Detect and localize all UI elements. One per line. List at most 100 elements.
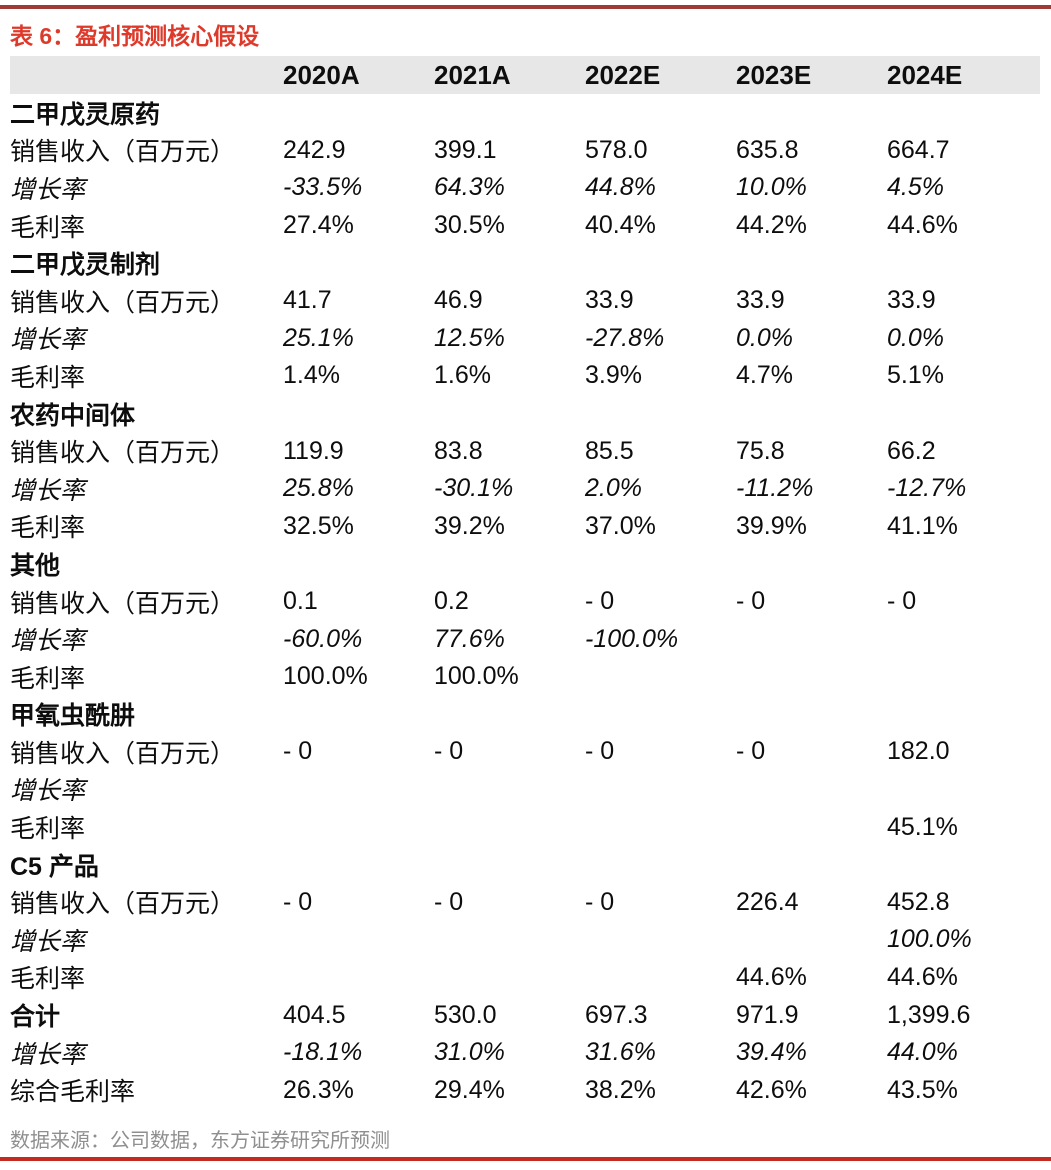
- row-label: 销售收入（百万元）: [10, 890, 236, 919]
- table-row-growth: 增长率 -33.5% 64.3% 44.8% 10.0% 4.5%: [10, 169, 1040, 207]
- cell: 3.9%: [585, 361, 642, 390]
- cell: 40.4%: [585, 211, 656, 240]
- row-label: 毛利率: [10, 213, 86, 242]
- section-label: 甲氧虫酰肼: [10, 702, 136, 731]
- table-row: 毛利率 44.6% 44.6%: [10, 959, 1040, 997]
- cell: -12.7%: [887, 474, 967, 503]
- row-label: 增长率: [10, 1040, 86, 1069]
- cell: - 0: [585, 587, 615, 616]
- cell: 75.8: [736, 436, 785, 465]
- cell: 39.4%: [736, 1038, 807, 1067]
- cell: 119.9: [283, 436, 344, 465]
- cell: 0.1: [283, 587, 318, 616]
- table-row: 毛利率 1.4% 1.6% 3.9% 4.7% 5.1%: [10, 357, 1040, 395]
- total-row: 合计 404.5 530.0 697.3 971.9 1,399.6: [10, 996, 1040, 1034]
- cell: 2.0%: [585, 474, 642, 503]
- section-row: 二甲戊灵原药: [10, 94, 1040, 132]
- cell: 12.5%: [434, 323, 505, 352]
- cell: 44.0%: [887, 1038, 958, 1067]
- cell: 39.9%: [736, 511, 807, 540]
- table-row-growth: 增长率: [10, 771, 1040, 809]
- row-label: 增长率: [10, 476, 86, 505]
- section-row: 其他: [10, 545, 1040, 583]
- table-title: 表 6：盈利预测核心假设: [10, 23, 260, 49]
- column-header-2021a: 2021A: [434, 59, 511, 90]
- table-row: 销售收入（百万元） 0.1 0.2 - 0 - 0 - 0: [10, 583, 1040, 621]
- cell: 44.6%: [736, 962, 807, 991]
- cell: 33.9: [887, 286, 936, 315]
- cell: 4.5%: [887, 173, 944, 202]
- cell: 32.5%: [283, 511, 354, 540]
- row-label: 毛利率: [10, 363, 86, 392]
- cell: 44.6%: [887, 962, 958, 991]
- cell: 4.7%: [736, 361, 793, 390]
- table-row-growth: 增长率 25.8% -30.1% 2.0% -11.2% -12.7%: [10, 470, 1040, 508]
- table-row: 销售收入（百万元） - 0 - 0 - 0 226.4 452.8: [10, 883, 1040, 921]
- cell: -100.0%: [585, 624, 679, 653]
- cell: 46.9: [434, 286, 483, 315]
- cell: 31.6%: [585, 1038, 656, 1067]
- table-row-growth: 增长率 -60.0% 77.6% -100.0%: [10, 620, 1040, 658]
- table-row: 销售收入（百万元） - 0 - 0 - 0 - 0 182.0: [10, 733, 1040, 771]
- cell: 64.3%: [434, 173, 505, 202]
- row-label: 增长率: [10, 175, 86, 204]
- row-label: 增长率: [10, 627, 86, 656]
- cell: 404.5: [283, 1000, 346, 1029]
- table-row-growth: 增长率 100.0%: [10, 921, 1040, 959]
- bottom-rule: [0, 1157, 1051, 1161]
- forecast-assumptions-table: 2020A 2021A 2022E 2023E 2024E 二甲戊灵原药 销售收…: [10, 56, 1040, 1109]
- cell: 25.1%: [283, 323, 354, 352]
- table-row: 毛利率 100.0% 100.0%: [10, 658, 1040, 696]
- table-row: 毛利率 45.1%: [10, 808, 1040, 846]
- column-header-2020a: 2020A: [283, 59, 360, 90]
- table-row-growth: 增长率 25.1% 12.5% -27.8% 0.0% 0.0%: [10, 320, 1040, 358]
- cell: -27.8%: [585, 323, 665, 352]
- cell: - 0: [283, 887, 313, 916]
- cell: 100.0%: [283, 662, 368, 691]
- cell: 42.6%: [736, 1075, 807, 1104]
- cell: 26.3%: [283, 1075, 354, 1104]
- cell: 226.4: [736, 887, 799, 916]
- section-row: 农药中间体: [10, 395, 1040, 433]
- total-label: 合计: [10, 1003, 61, 1032]
- row-label: 销售收入（百万元）: [10, 138, 236, 167]
- table-row: 销售收入（百万元） 41.7 46.9 33.9 33.9 33.9: [10, 282, 1040, 320]
- cell: - 0: [887, 587, 917, 616]
- cell: 971.9: [736, 1000, 799, 1029]
- row-label: 毛利率: [10, 965, 86, 994]
- cell: 0.0%: [736, 323, 793, 352]
- cell: 43.5%: [887, 1075, 958, 1104]
- row-label: 综合毛利率: [10, 1078, 136, 1107]
- cell: -60.0%: [283, 624, 363, 653]
- cell: -11.2%: [736, 474, 814, 503]
- row-label: 毛利率: [10, 664, 86, 693]
- cell: 1.6%: [434, 361, 491, 390]
- section-label: 其他: [10, 551, 61, 580]
- section-label: 农药中间体: [10, 401, 136, 430]
- cell: 27.4%: [283, 211, 354, 240]
- cell: 0.2: [434, 587, 469, 616]
- cell: 41.7: [283, 286, 332, 315]
- cell: 66.2: [887, 436, 936, 465]
- cell: - 0: [736, 587, 766, 616]
- cell: 44.6%: [887, 211, 958, 240]
- data-source-note: 数据来源：公司数据，东方证券研究所预测: [10, 1130, 390, 1152]
- cell: 697.3: [585, 1000, 648, 1029]
- section-label: 二甲戊灵原药: [10, 100, 161, 129]
- top-rule: [0, 5, 1051, 9]
- cell: 530.0: [434, 1000, 497, 1029]
- row-label: 销售收入（百万元）: [10, 739, 236, 768]
- table-row: 毛利率 32.5% 39.2% 37.0% 39.9% 41.1%: [10, 508, 1040, 546]
- cell: 664.7: [887, 135, 950, 164]
- cell: 37.0%: [585, 511, 656, 540]
- table-row-growth: 增长率 -18.1% 31.0% 31.6% 39.4% 44.0%: [10, 1034, 1040, 1072]
- cell: 1.4%: [283, 361, 340, 390]
- section-row: 二甲戊灵制剂: [10, 244, 1040, 282]
- cell: 242.9: [283, 135, 346, 164]
- cell: 399.1: [434, 135, 497, 164]
- cell: 38.2%: [585, 1075, 656, 1104]
- column-header-2022e: 2022E: [585, 59, 661, 90]
- cell: 39.2%: [434, 511, 505, 540]
- row-label: 销售收入（百万元）: [10, 589, 236, 618]
- cell: 635.8: [736, 135, 799, 164]
